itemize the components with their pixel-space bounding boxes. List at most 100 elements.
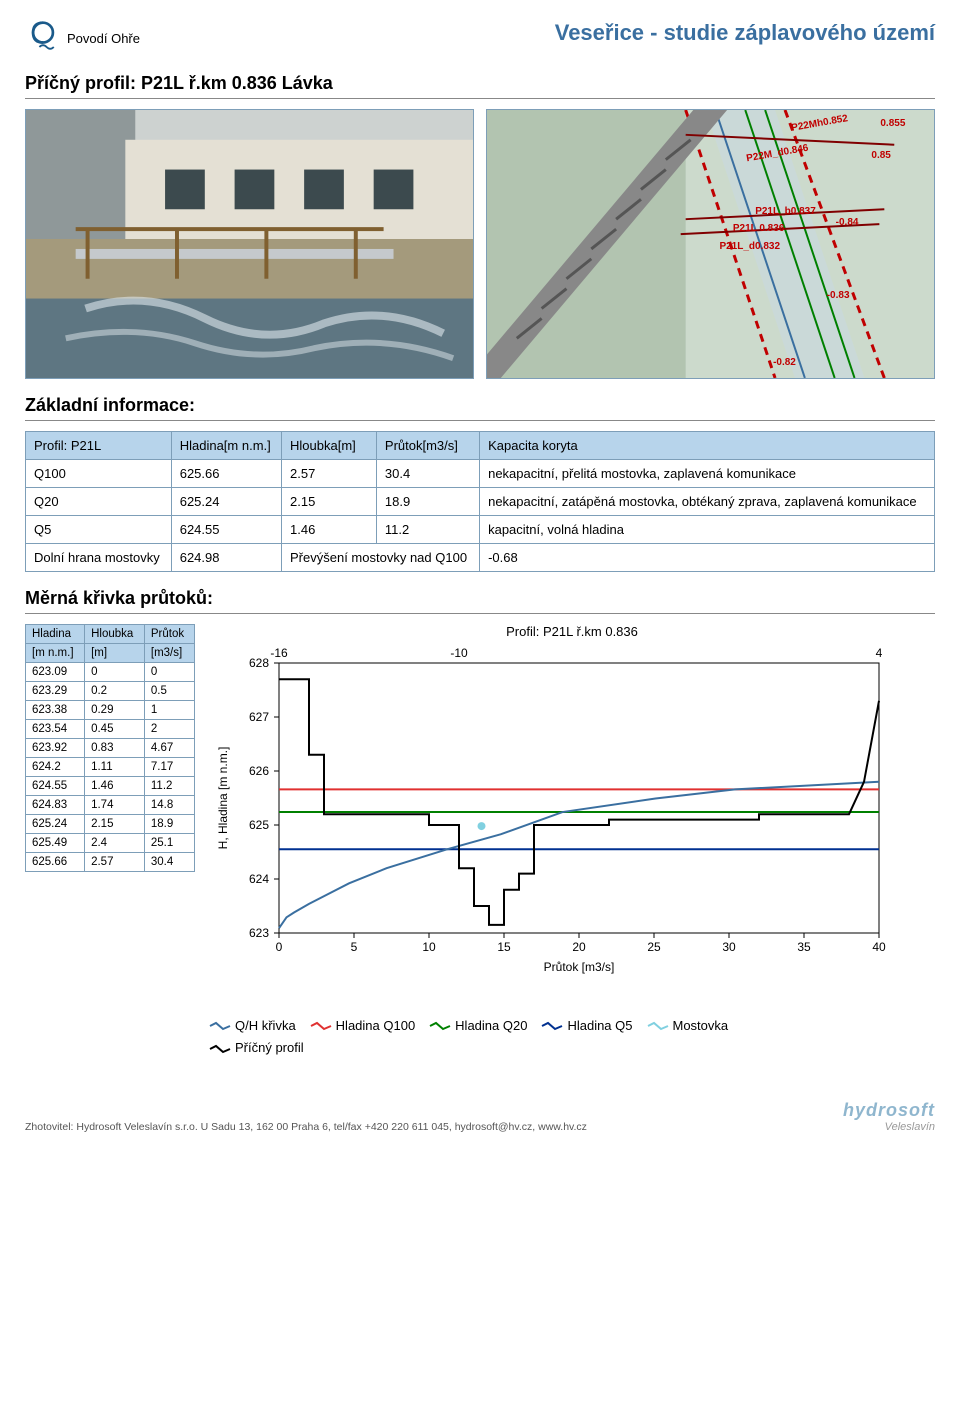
page-footer: Zhotovitel: Hydrosoft Veleslavín s.r.o. … (25, 1100, 935, 1133)
table-cell: 625.66 (171, 460, 281, 488)
ch-prutok: Průtok (144, 625, 194, 644)
table-cell: 624.55 (171, 516, 281, 544)
table-cell: 14.8 (144, 796, 194, 815)
table-cell: 625.66 (26, 853, 85, 872)
table-cell: 625.24 (26, 815, 85, 834)
table-cell: nekapacitní, přelitá mostovka, zaplavená… (480, 460, 935, 488)
ch-hladina: Hladina (26, 625, 85, 644)
svg-text:15: 15 (497, 940, 511, 954)
table-cell: 623.92 (26, 739, 85, 758)
ch-hloubka: Hloubka (85, 625, 145, 644)
map-label: P21L_b0.837 (755, 206, 816, 217)
footer-label2: Převýšení mostovky nad Q100 (282, 544, 480, 572)
table-cell: 625.49 (26, 834, 85, 853)
table-row: Q100625.662.5730.4nekapacitní, přelitá m… (26, 460, 935, 488)
curve-section-title: Měrná křivka průtoků: (25, 588, 935, 614)
table-cell: 625.24 (171, 488, 281, 516)
svg-text:626: 626 (249, 764, 269, 778)
svg-text:628: 628 (249, 656, 269, 670)
table-cell: 623.09 (26, 663, 85, 682)
table-cell: Q100 (26, 460, 172, 488)
table-cell: 11.2 (144, 777, 194, 796)
table-cell: 7.17 (144, 758, 194, 777)
legend-item: Hladina Q5 (541, 1016, 632, 1037)
table-cell: 623.54 (26, 720, 85, 739)
legend-item: Hladina Q100 (310, 1016, 416, 1037)
footer-label: Dolní hrana mostovky (26, 544, 172, 572)
table-row: 624.831.7414.8 (26, 796, 195, 815)
table-cell: 18.9 (376, 488, 479, 516)
map-label: -0.83 (827, 290, 850, 301)
svg-text:-16: -16 (270, 646, 288, 660)
legend-item: Q/H křivka (209, 1016, 296, 1037)
table-cell: 2.57 (85, 853, 145, 872)
svg-text:623: 623 (249, 926, 269, 940)
legend-item: Příčný profil (209, 1038, 304, 1059)
map-label: 0.85 (871, 150, 890, 161)
site-photo (25, 109, 474, 379)
table-row: 624.21.117.17 (26, 758, 195, 777)
table-cell: 1.46 (282, 516, 377, 544)
svg-text:627: 627 (249, 710, 269, 724)
table-cell: 2 (144, 720, 194, 739)
table-row: 623.290.20.5 (26, 682, 195, 701)
footer-v2: -0.68 (480, 544, 935, 572)
page-header: Povodí Ohře Veseřice - studie záplavovéh… (25, 20, 935, 57)
table-cell: 624.83 (26, 796, 85, 815)
table-row: 625.492.425.1 (26, 834, 195, 853)
curve-table: Hladina Hloubka Průtok [m n.m.] [m] [m3/… (25, 624, 195, 872)
table-cell: 1.46 (85, 777, 145, 796)
table-cell: 11.2 (376, 516, 479, 544)
map-label: -0.82 (773, 357, 796, 368)
cu-hladina: [m n.m.] (26, 644, 85, 663)
profile-chart: 0510152025303540623624625626627628-16-10… (209, 643, 909, 1003)
table-row: 623.540.452 (26, 720, 195, 739)
table-row: 623.0900 (26, 663, 195, 682)
table-cell: 18.9 (144, 815, 194, 834)
table-cell: 0.2 (85, 682, 145, 701)
table-cell: 4.67 (144, 739, 194, 758)
table-row: Q5624.551.4611.2kapacitní, volná hladina (26, 516, 935, 544)
table-row: Q20625.242.1518.9nekapacitní, zatápěná m… (26, 488, 935, 516)
info-footer-row: Dolní hrana mostovky 624.98 Převýšení mo… (26, 544, 935, 572)
table-cell: 0 (144, 663, 194, 682)
map-label: P21L_d0.832 (719, 241, 780, 252)
chart-legend: Q/H křivka Hladina Q100 Hladina Q20 Hlad… (209, 1016, 935, 1060)
logo-text: Povodí Ohře (67, 31, 140, 46)
table-cell: 1.74 (85, 796, 145, 815)
col-prutok: Průtok[m3/s] (376, 432, 479, 460)
footer-logo-sub: Veleslavín (843, 1121, 935, 1133)
svg-text:5: 5 (351, 940, 358, 954)
footer-v1: 624.98 (171, 544, 281, 572)
company-logo: Povodí Ohře (25, 20, 140, 56)
chart-title: Profil: P21L ř.km 0.836 (209, 624, 935, 639)
svg-text:30: 30 (722, 940, 736, 954)
svg-text:-10: -10 (450, 646, 468, 660)
table-cell: 30.4 (376, 460, 479, 488)
svg-text:0: 0 (276, 940, 283, 954)
table-cell: 2.15 (85, 815, 145, 834)
curve-row: Hladina Hloubka Průtok [m n.m.] [m] [m3/… (25, 624, 935, 1060)
footer-logo-name: hydrosoft (843, 1100, 935, 1121)
footer-text: Zhotovitel: Hydrosoft Veleslavín s.r.o. … (25, 1121, 587, 1133)
curve-header1: Hladina Hloubka Průtok (26, 625, 195, 644)
logo-icon (25, 20, 61, 56)
map-label: 0.855 (880, 118, 905, 129)
svg-text:625: 625 (249, 818, 269, 832)
table-cell: 0.83 (85, 739, 145, 758)
document-title: Veseřice - studie záplavového území (555, 20, 935, 46)
col-profil: Profil: P21L (26, 432, 172, 460)
col-kapacita: Kapacita koryta (480, 432, 935, 460)
table-cell: 623.38 (26, 701, 85, 720)
table-cell: 0.29 (85, 701, 145, 720)
table-row: 623.380.291 (26, 701, 195, 720)
table-cell: 623.29 (26, 682, 85, 701)
legend-item: Hladina Q20 (429, 1016, 527, 1037)
basic-info-title: Základní informace: (25, 395, 935, 421)
svg-text:4: 4 (876, 646, 883, 660)
svg-text:40: 40 (872, 940, 886, 954)
svg-text:25: 25 (647, 940, 661, 954)
curve-header2: [m n.m.] [m] [m3/s] (26, 644, 195, 663)
cu-prutok: [m3/s] (144, 644, 194, 663)
table-cell: nekapacitní, zatápěná mostovka, obtékaný… (480, 488, 935, 516)
